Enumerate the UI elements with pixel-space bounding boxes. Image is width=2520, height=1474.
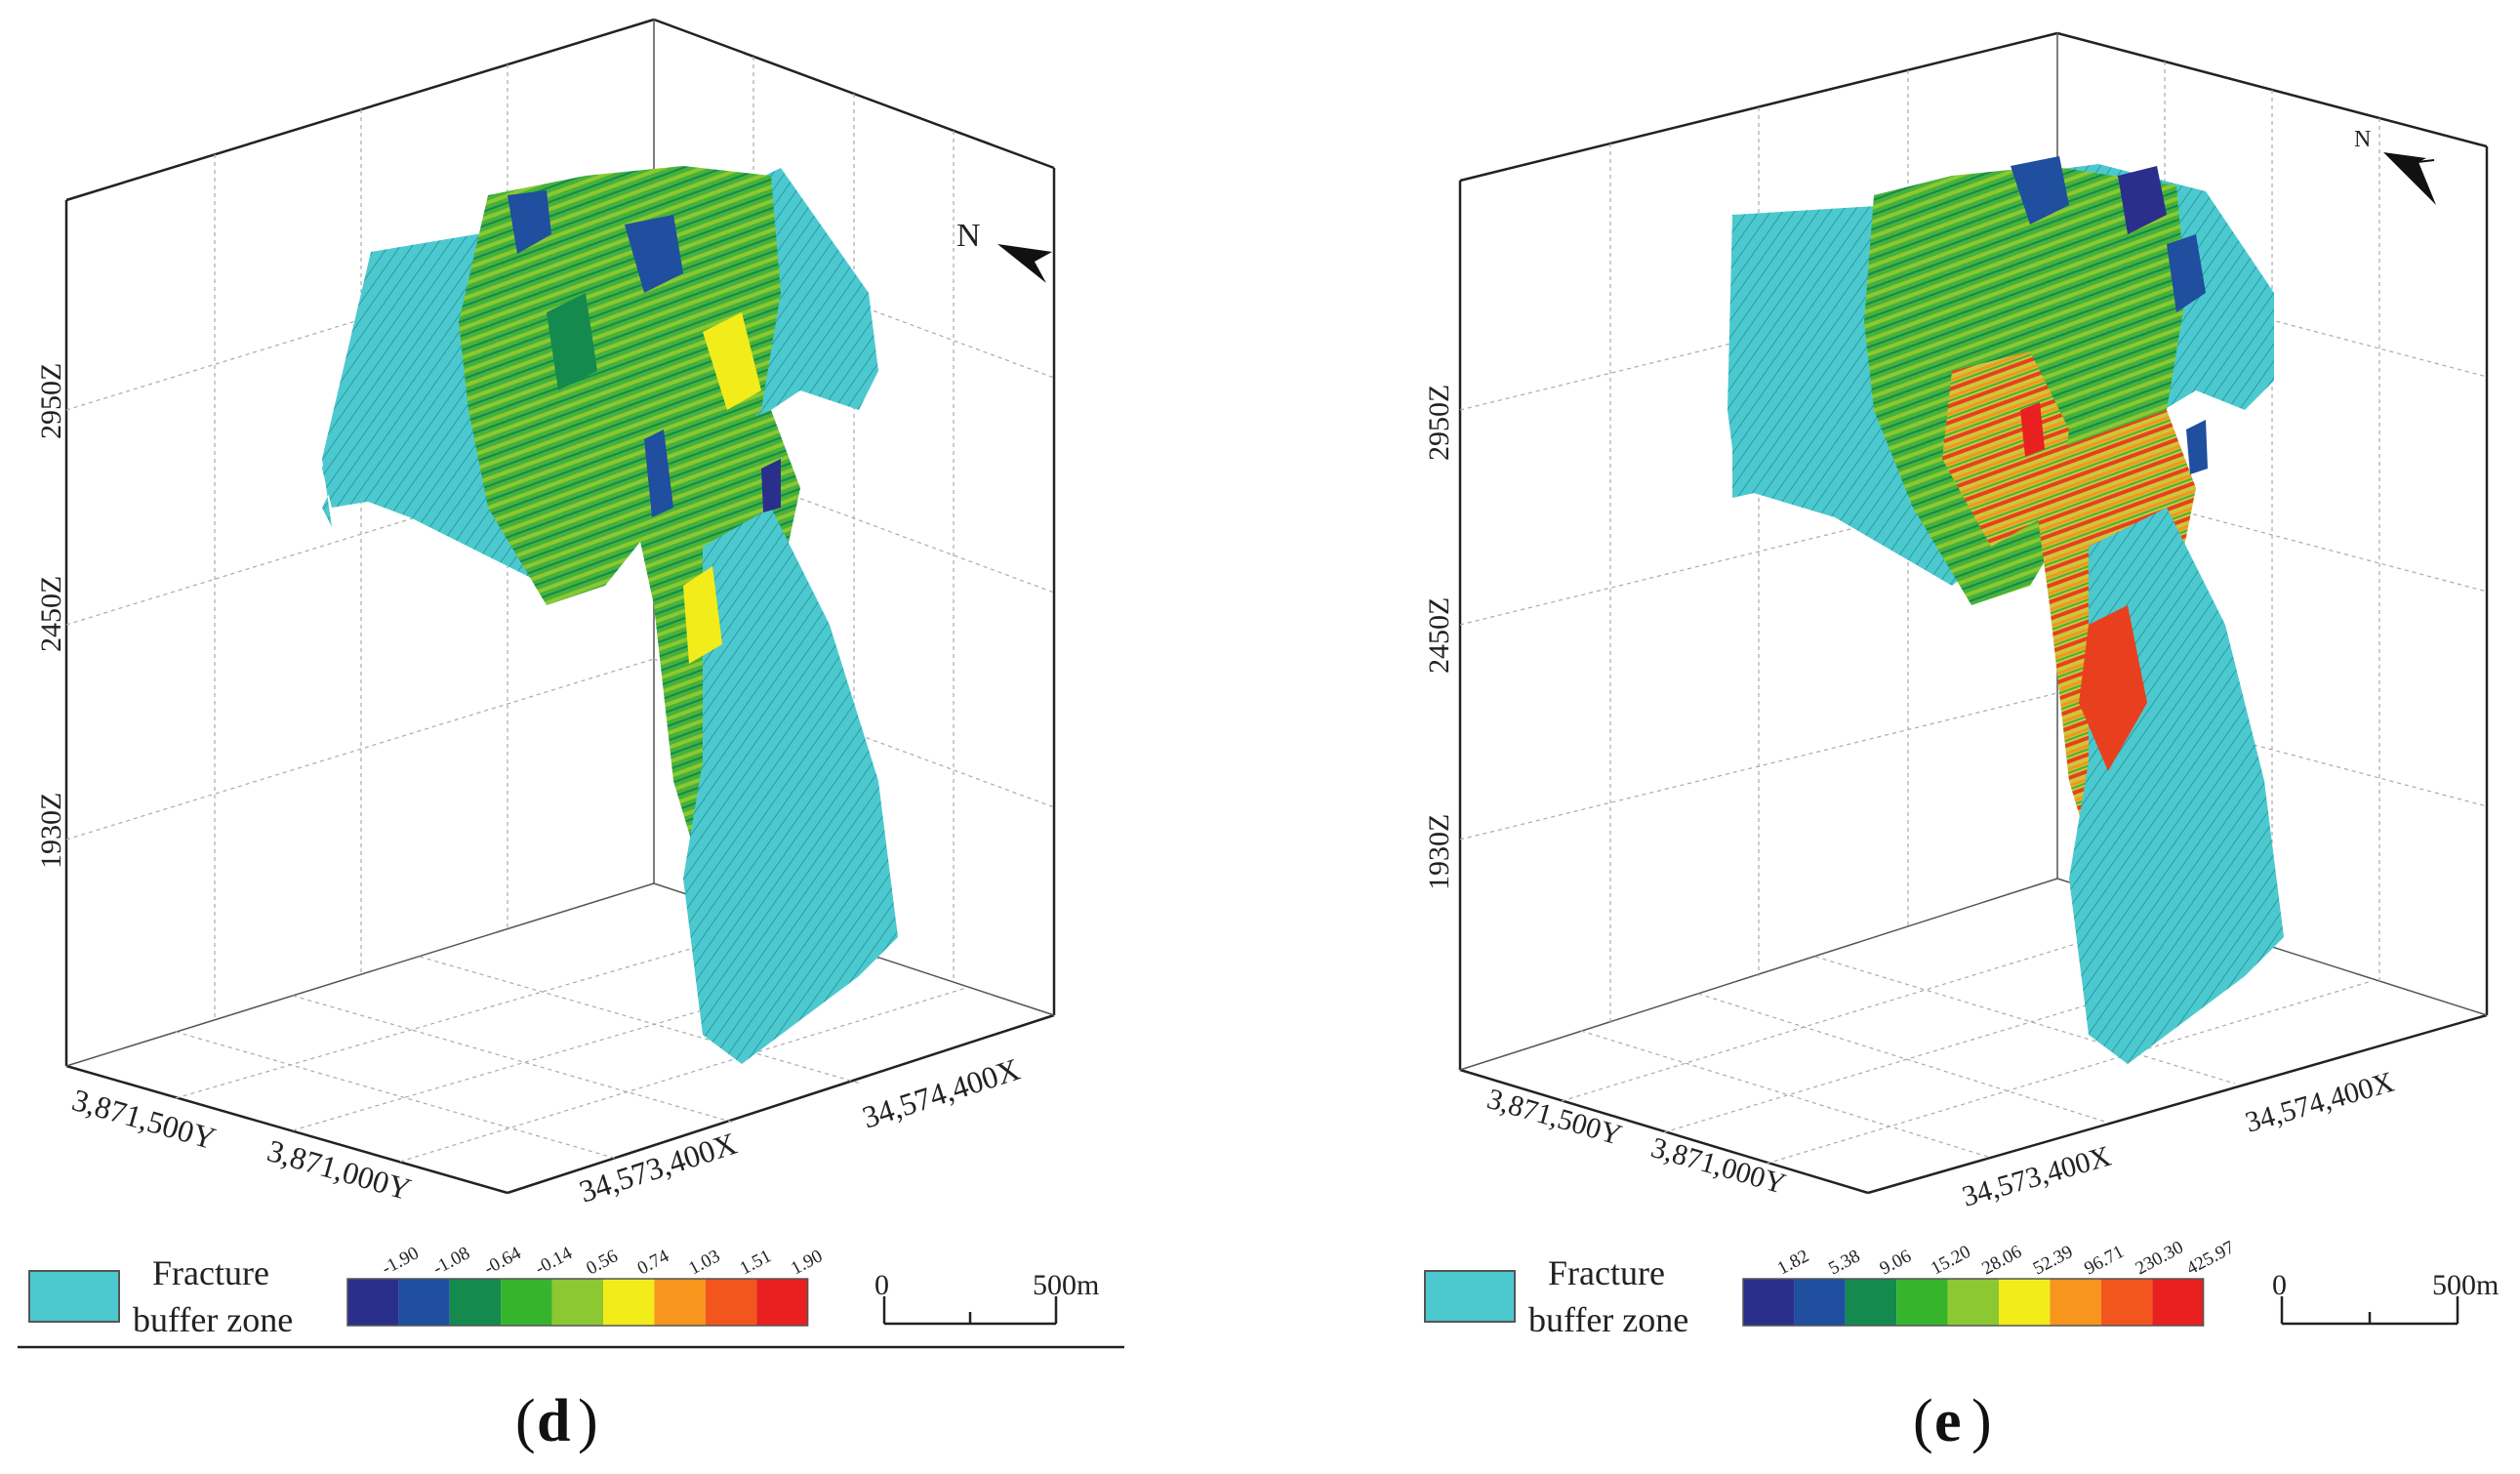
panel-e-legend: Fracture buffer zone 1.82 5.38 9.06 15.20 28… bbox=[1424, 1237, 2499, 1339]
panel-d-color-ramp bbox=[346, 1278, 809, 1327]
color-class-swatch bbox=[1794, 1279, 1846, 1326]
color-class-swatch bbox=[705, 1279, 757, 1326]
color-class-swatch bbox=[449, 1279, 502, 1326]
north-arrow-icon bbox=[2383, 152, 2436, 205]
panel-d-x-tick-0: 34,573,400X bbox=[575, 1126, 741, 1209]
panel-d-buffer-swatch bbox=[28, 1270, 120, 1323]
class-label: 230.30 bbox=[2133, 1237, 2187, 1279]
panel-e-caption: ( e ) bbox=[1913, 1388, 1992, 1454]
class-label: -0.14 bbox=[532, 1243, 576, 1279]
panel-d-frame bbox=[64, 18, 1056, 1195]
class-label: 28.06 bbox=[1978, 1242, 2025, 1280]
panel-e-z-tick-0: 2950Z bbox=[1423, 385, 1455, 461]
panel-d-buffer-label-1: Fracture bbox=[152, 1253, 269, 1292]
panel-d-z-tick-1: 2450Z bbox=[35, 576, 67, 652]
svg-text:): ) bbox=[1971, 1388, 1992, 1454]
panel-d-scale-end: 500m bbox=[1033, 1269, 1099, 1301]
panel-d-scale-bar bbox=[882, 1296, 1058, 1326]
color-ramp-outline bbox=[346, 1278, 809, 1327]
class-label: 5.38 bbox=[1825, 1246, 1863, 1279]
panel-d-z-tick-0: 2950Z bbox=[35, 363, 67, 439]
panel-d: N 2950Z 2450Z 1930Z 3,871,500Y 3,871,000… bbox=[18, 18, 1124, 1454]
svg-text:(: ( bbox=[1913, 1388, 1933, 1454]
panel-e-y-axis: 3,871,500Y 3,871,000Y bbox=[1484, 1083, 1789, 1201]
panel-d-geobody bbox=[322, 166, 898, 1064]
panel-e-north-label: N bbox=[2354, 127, 2371, 152]
panel-e-z-axis: 2950Z 2450Z 1930Z bbox=[1423, 385, 1455, 890]
panel-d-x-tick-1: 34,574,400X bbox=[858, 1051, 1024, 1135]
color-class-swatch bbox=[2100, 1279, 2153, 1326]
panel-e-x-axis: 34,573,400X 34,574,400X bbox=[1959, 1066, 2398, 1213]
color-class-swatch bbox=[1896, 1279, 1948, 1326]
class-label: -1.08 bbox=[429, 1243, 473, 1279]
class-label: 0.74 bbox=[634, 1246, 673, 1279]
color-class-swatch bbox=[1743, 1279, 1795, 1326]
panel-d-north-label: N bbox=[956, 218, 981, 254]
class-label: -0.64 bbox=[481, 1243, 525, 1279]
panel-d-north-arrow: N bbox=[956, 218, 1052, 283]
panel-d-caption: ( d ) bbox=[515, 1388, 598, 1454]
panel-d-legend: Fracture buffer zone -1.90 -1.08 -0.64 -0.1… bbox=[28, 1243, 1099, 1339]
panel-e-buffer-swatch bbox=[1424, 1270, 1516, 1323]
panel-d-x-axis: 34,573,400X 34,574,400X bbox=[575, 1051, 1024, 1209]
class-label: 1.82 bbox=[1774, 1246, 1812, 1279]
panel-e: N 2950Z 2450Z 1930Z 3,871,500Y 3,871,000… bbox=[1423, 31, 2499, 1454]
panel-d-z-axis: 2950Z 2450Z 1930Z bbox=[35, 363, 67, 869]
color-ramp-outline bbox=[1742, 1278, 2205, 1327]
class-label: 1.51 bbox=[737, 1246, 775, 1279]
class-label: 0.56 bbox=[583, 1246, 621, 1279]
class-label: 96.71 bbox=[2081, 1242, 2128, 1280]
north-arrow-icon bbox=[997, 244, 1052, 283]
color-class-swatch bbox=[654, 1279, 706, 1326]
panel-e-x-tick-0: 34,573,400X bbox=[1959, 1140, 2115, 1213]
panel-e-z-tick-2: 1930Z bbox=[1423, 814, 1455, 890]
color-class-swatch bbox=[398, 1279, 450, 1326]
panel-e-color-ramp bbox=[1742, 1278, 2205, 1327]
svg-text:): ) bbox=[578, 1388, 598, 1454]
class-label: 9.06 bbox=[1877, 1246, 1915, 1279]
class-label: 1.03 bbox=[685, 1246, 723, 1279]
class-label: 425.97 bbox=[2183, 1237, 2238, 1279]
panel-e-caption-letter: e bbox=[1934, 1388, 1962, 1454]
panel-e-x-tick-1: 34,574,400X bbox=[2242, 1066, 2398, 1139]
panel-e-y-tick-0: 3,871,500Y bbox=[1484, 1083, 1625, 1152]
panel-e-y-tick-1: 3,871,000Y bbox=[1647, 1131, 1789, 1201]
panel-e-z-tick-1: 2450Z bbox=[1423, 597, 1455, 674]
panel-d-caption-letter: d bbox=[537, 1388, 570, 1454]
color-class-swatch bbox=[603, 1279, 655, 1326]
color-class-swatch bbox=[1999, 1279, 2051, 1326]
color-class-swatch bbox=[2050, 1279, 2101, 1326]
panel-d-y-axis: 3,871,500Y 3,871,000Y bbox=[68, 1082, 415, 1207]
class-label: 1.90 bbox=[788, 1246, 826, 1279]
panel-e-north-arrow: N bbox=[2354, 127, 2436, 205]
panel-e-buffer-label-2: buffer zone bbox=[1528, 1300, 1688, 1339]
color-class-swatch bbox=[551, 1279, 603, 1326]
panel-d-class-labels: -1.90 -1.08 -0.64 -0.14 0.56 0.74 1.03 1.51 1.90 bbox=[379, 1243, 826, 1279]
panel-e-class-labels: 1.82 5.38 9.06 15.20 28.06 52.39 96.71 230.3042… bbox=[1774, 1237, 2238, 1279]
panel-e-scale-end: 500m bbox=[2432, 1269, 2499, 1301]
panel-e-buffer-label-1: Fracture bbox=[1548, 1253, 1665, 1292]
panel-d-y-tick-0: 3,871,500Y bbox=[68, 1082, 220, 1156]
panel-d-z-tick-2: 1930Z bbox=[35, 793, 67, 869]
color-class-swatch bbox=[2152, 1279, 2204, 1326]
panel-d-scale-start: 0 bbox=[874, 1269, 889, 1301]
color-class-swatch bbox=[756, 1279, 808, 1326]
color-class-swatch bbox=[347, 1279, 399, 1326]
color-class-swatch bbox=[1845, 1279, 1897, 1326]
color-class-swatch bbox=[501, 1279, 552, 1326]
class-label: 52.39 bbox=[2030, 1242, 2077, 1280]
class-label: -1.90 bbox=[379, 1243, 423, 1279]
panel-d-buffer-label-2: buffer zone bbox=[133, 1300, 293, 1339]
panel-e-scale-bar bbox=[2280, 1296, 2459, 1326]
svg-text:(: ( bbox=[515, 1388, 536, 1454]
panel-e-geobody bbox=[1727, 156, 2284, 1064]
class-label: 15.20 bbox=[1928, 1242, 1974, 1280]
color-class-swatch bbox=[1947, 1279, 1999, 1326]
panel-e-scale-start: 0 bbox=[2272, 1269, 2287, 1301]
